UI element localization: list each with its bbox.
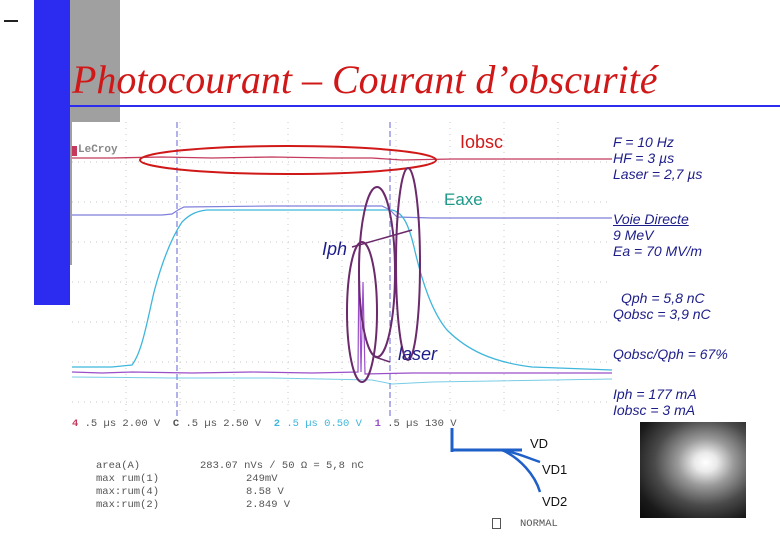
- trace-iobsc: [72, 156, 612, 161]
- measurement-row: area(A) 283.07 nVs / 50 Ω = 5,8 nC: [96, 460, 364, 472]
- callout-laser: [374, 356, 391, 363]
- channel-2-setting: .5 µs 0.50 V: [286, 418, 362, 430]
- ellipse-laser: [346, 241, 378, 383]
- cursor-markers: [176, 122, 391, 417]
- channel-1-setting: .5 µs 130 V: [387, 418, 457, 430]
- trigger-marker-icon: [72, 146, 77, 156]
- notes-charges: Qph = 5,8 nC Qobsc = 3,9 nC: [613, 290, 711, 322]
- notes-acquisition: F = 10 Hz HF = 3 µs Laser = 2,7 µs: [613, 134, 703, 182]
- channel-2-id: 2: [273, 418, 281, 430]
- trace-eaxe: [72, 205, 612, 219]
- measurement-row: max:rum(2) 2.849 V: [96, 499, 291, 511]
- measurement-list: area(A) 283.07 nVs / 50 Ω = 5,8 nC max ru…: [96, 460, 364, 512]
- channel-4-id: 4: [72, 418, 79, 430]
- callout-iph: [351, 229, 413, 248]
- beamline-vd2: [501, 448, 542, 493]
- scope-mode-box-icon: [492, 518, 501, 529]
- diagram-label-vd1: VD1: [542, 462, 568, 477]
- label-iobsc: Iobsc: [460, 132, 504, 152]
- trace-iph: [72, 209, 613, 371]
- ellipse-eaxe: [395, 167, 421, 361]
- slide-title: Photocourant – Courant d’obscurité: [72, 57, 658, 102]
- scope-mode: NORMAL: [520, 518, 558, 530]
- measurement-row: max:rum(4) 8.58 V: [96, 486, 284, 498]
- channel-4-setting: .5 µs 2.00 V: [84, 418, 161, 430]
- lecroy-logo: LeCroy: [78, 144, 118, 156]
- label-eaxe: Eaxe: [444, 190, 483, 209]
- notes-currents: Iph = 177 mA Iobsc = 3 mA: [613, 386, 697, 418]
- trace-laser: [71, 251, 612, 375]
- label-iph: Iph: [322, 239, 348, 259]
- diagram-label-vd2: VD2: [542, 494, 568, 509]
- title-rule: [60, 105, 780, 107]
- label-laser: laser: [398, 344, 438, 364]
- measurement-row: max rum(1) 249mV: [96, 473, 278, 485]
- oscilloscope-traces: [71, 122, 613, 417]
- channel-1-id: 1: [374, 418, 381, 430]
- beam-spot-image: [640, 422, 746, 518]
- deco-bar-tick: [4, 20, 18, 22]
- channel-c-id: C: [172, 418, 180, 430]
- trace-ref: [71, 376, 613, 385]
- deco-bar-navy: [0, 0, 34, 300]
- channel-row: 4 .5 µs 2.00 V C .5 µs 2.50 V 2 .5 µs 0.…: [72, 418, 457, 430]
- ellipse-iobsc: [139, 145, 437, 175]
- diagram-label-vd: VD: [530, 436, 549, 451]
- deco-bar-blue: [34, 0, 70, 305]
- notes-ratio: Qobsc/Qph = 67%: [613, 346, 728, 362]
- beamline-diagram: [450, 428, 542, 493]
- notes-beamline: Voie Directe 9 MeV Ea = 70 MV/m: [613, 211, 703, 259]
- oscilloscope-screenshot: LeCroy Iobsc Eaxe Iph laser 4 .5 µs 2.00…: [71, 122, 613, 540]
- channel-c-setting: .5 µs 2.50 V: [185, 418, 262, 430]
